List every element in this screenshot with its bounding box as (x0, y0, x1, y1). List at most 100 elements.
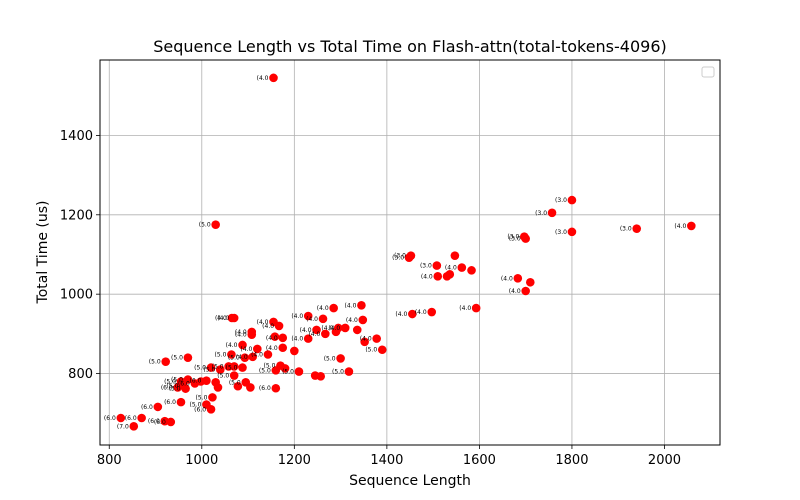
data-point-label: (5.0 (212, 363, 224, 370)
data-point (457, 263, 467, 272)
data-point (525, 277, 535, 287)
data-point (202, 376, 211, 386)
data-point (303, 334, 313, 343)
data-point (547, 208, 557, 218)
data-point-label: (4.0 (345, 302, 357, 309)
point-labels: (4.0(5.0(3.0(3.0(3.0 (3.0 (4.0(3.0(3.0(3.0… (104, 75, 687, 430)
data-point-label: (4.0 (415, 309, 427, 316)
data-point (215, 365, 225, 374)
data-point-label: (4.0 (459, 305, 471, 312)
data-point (153, 402, 163, 412)
data-point (269, 73, 278, 83)
x-tick-label: 1800 (555, 453, 588, 468)
data-point-label: (5.0 (365, 347, 377, 354)
data-point-label: (4.0 (235, 332, 247, 339)
data-point-label: (4.0 (300, 327, 312, 334)
data-point (247, 330, 257, 339)
data-point-label: (5.0 (324, 355, 336, 362)
data-point (316, 372, 326, 381)
data-point (357, 300, 366, 310)
data-point (137, 413, 146, 423)
data-point (450, 251, 460, 260)
data-point (116, 413, 126, 423)
data-point-label: (3.0 (420, 263, 432, 270)
data-point-label: (4.0 (235, 329, 247, 336)
y-axis-ticks: 800 1000 1200 1400 (60, 129, 100, 382)
x-tick-label: 1000 (185, 453, 218, 468)
data-point (233, 381, 243, 391)
x-tick-label: 800 (97, 453, 122, 468)
data-point-label: (6.0 (190, 378, 202, 385)
data-point-label: (4.0 (421, 273, 433, 280)
y-tick-label: 1400 (60, 129, 93, 144)
data-point-label: (4.0 (317, 305, 329, 312)
data-point (331, 327, 341, 337)
data-point (318, 314, 328, 324)
data-point (340, 323, 350, 333)
data-point-label: (4.0 (266, 335, 278, 342)
data-point-label: (4.0 (328, 325, 340, 332)
data-point-label: (7.0 (117, 423, 129, 430)
data-point-label: (5.0 (190, 402, 202, 409)
data-point (183, 375, 193, 384)
data-point (227, 313, 237, 323)
data-point-label: (5.0 (215, 352, 227, 359)
data-point (567, 195, 577, 205)
data-point (274, 321, 284, 331)
legend-box (701, 66, 715, 78)
data-point (433, 272, 443, 281)
data-point (358, 315, 368, 325)
data-point-label: (4.0 (674, 223, 686, 230)
data-point (687, 221, 696, 231)
data-point (280, 364, 290, 373)
data-point (427, 307, 437, 317)
y-tick-label: 1200 (60, 208, 93, 223)
x-tick-label: 1200 (278, 453, 311, 468)
data-point-label: (4.0 (217, 315, 229, 322)
grid-lines (100, 60, 720, 445)
data-point-label: (3.0 (509, 236, 521, 243)
data-point (248, 352, 257, 362)
data-point (303, 311, 313, 321)
data-point (206, 363, 216, 372)
data-point (321, 329, 330, 339)
data-point-label: (4.0 (346, 317, 358, 324)
data-point (372, 334, 381, 343)
data-point-label: (6.0 (164, 399, 176, 406)
data-point-label: (5.0 (264, 363, 276, 370)
data-point (271, 383, 281, 393)
data-point-label: (3.0 (555, 197, 567, 204)
y-axis-label: Total Time (us) (35, 201, 51, 305)
data-point-label: (4.0 (236, 354, 248, 361)
data-point (206, 404, 216, 414)
data-point-label: (5.0 (217, 373, 229, 380)
data-point-label: (6.0 (141, 404, 153, 411)
data-point (377, 345, 387, 355)
data-point-label: (5.0 (282, 369, 294, 376)
data-point (270, 332, 280, 341)
data-point (229, 371, 239, 380)
data-point-label: (4.0 (291, 336, 303, 343)
data-point-label: (4.0 (321, 325, 333, 332)
data-point-label: (5.0 (169, 386, 181, 393)
data-point-label: (6.0 (194, 406, 206, 413)
data-point-label: (4.0 (240, 346, 252, 353)
x-tick-label: 2000 (648, 453, 681, 468)
data-point (208, 393, 217, 402)
data-point (513, 273, 523, 283)
data-point (229, 362, 239, 371)
data-point (238, 340, 247, 350)
data-point-label: (4.0 (501, 275, 513, 282)
data-point (445, 270, 455, 279)
data-point-label: (5.0 (332, 369, 344, 376)
data-point-label: (6.0 (125, 415, 137, 422)
data-point-label: (5.0 (166, 382, 178, 389)
data-point-label: (5.0 (149, 359, 161, 366)
data-point-label: (4.0 (215, 315, 227, 322)
data-point (161, 357, 171, 366)
data-point-label: (6.0 (161, 384, 173, 391)
data-point-label: (5.0 (194, 365, 206, 372)
data-point-label: (6.0 (178, 380, 190, 387)
data-point (246, 383, 255, 392)
data-point-label: (3.0 (620, 226, 632, 233)
